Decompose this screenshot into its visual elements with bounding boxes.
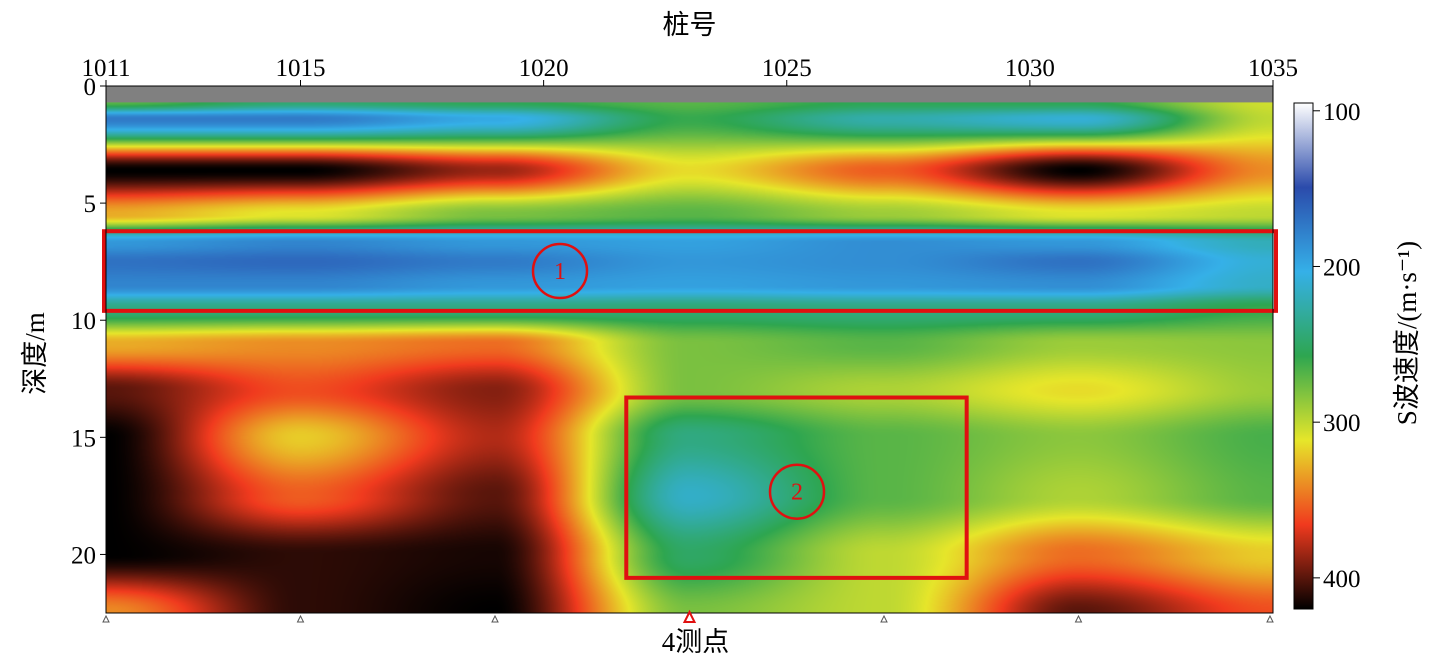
survey-point-marker	[1266, 614, 1274, 623]
y-tick-label: 5	[84, 191, 97, 218]
y-tick-labels: 0 5 10 15 20	[71, 74, 106, 569]
x-tick-label: 1020	[519, 55, 569, 82]
y-axis-title: 深度/m	[20, 312, 50, 395]
survey-point-marker	[296, 614, 305, 623]
annotation-label-1: 1	[554, 259, 566, 285]
colorbar-title: S波速度/(m·s⁻¹)	[1392, 241, 1422, 425]
survey-point-marker-highlight	[682, 609, 697, 623]
annotation-box-2	[624, 395, 969, 580]
survey-point-marker	[1074, 614, 1083, 623]
y-tick-label: 10	[71, 308, 96, 335]
survey-point-marker	[880, 614, 888, 623]
annotation-box-1	[102, 229, 1278, 313]
colorbar: 100 200 300 400	[1293, 99, 1361, 610]
colorbar-tick-label: 100	[1323, 99, 1361, 126]
survey-points	[102, 609, 1274, 623]
x-tick-label: 1015	[276, 55, 326, 82]
annotation-circle-2	[768, 463, 826, 520]
velocity-heatmap	[106, 86, 1273, 613]
x-tick-label: 1025	[762, 55, 812, 82]
plot-area: 12	[102, 85, 1278, 614]
colorbar-tick-label: 400	[1323, 566, 1361, 593]
x-tick-labels: 1011 1015 1020 1025 1030 1035	[81, 55, 1298, 86]
y-tick-label: 0	[84, 74, 97, 101]
annotation-boxes: 12	[102, 229, 1278, 580]
x-axis-title: 桩号	[663, 10, 717, 40]
colorbar-tick-label: 200	[1323, 254, 1361, 281]
colorbar-tick-labels: 100 200 300 400	[1313, 99, 1361, 593]
survey-point-label: 4测点	[662, 627, 730, 657]
x-tick-label: 1035	[1248, 55, 1298, 82]
masked-top-band	[106, 86, 1273, 103]
colorbar-tick-label: 300	[1323, 410, 1361, 437]
survey-point-marker	[102, 614, 110, 623]
annotation-circle-1	[531, 242, 589, 300]
x-tick-label: 1030	[1005, 55, 1055, 82]
annotation-label-2: 2	[791, 480, 803, 506]
survey-point-marker	[491, 614, 499, 623]
x-tick-label: 1011	[81, 55, 130, 82]
y-tick-label: 20	[71, 542, 96, 569]
colorbar-gradient	[1293, 102, 1314, 610]
y-tick-label: 15	[71, 425, 96, 452]
